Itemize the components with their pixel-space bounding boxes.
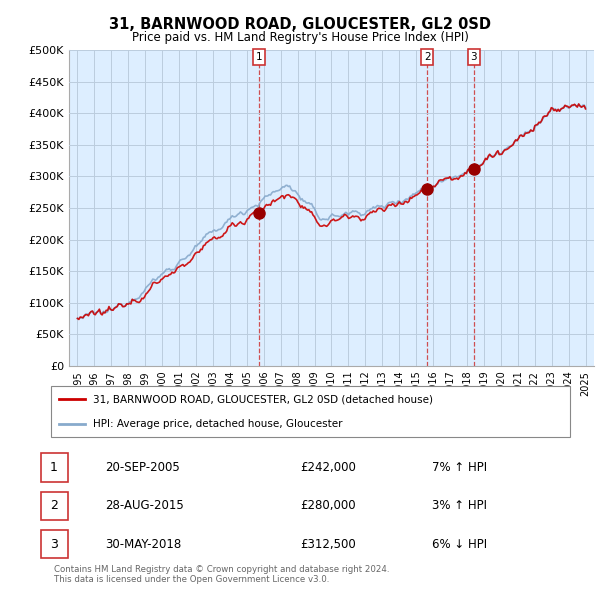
Text: HPI: Average price, detached house, Gloucester: HPI: Average price, detached house, Glou… [92, 419, 342, 429]
FancyBboxPatch shape [50, 386, 571, 437]
Text: This data is licensed under the Open Government Licence v3.0.: This data is licensed under the Open Gov… [54, 575, 329, 584]
Text: £312,500: £312,500 [300, 537, 356, 551]
Text: Price paid vs. HM Land Registry's House Price Index (HPI): Price paid vs. HM Land Registry's House … [131, 31, 469, 44]
Text: £242,000: £242,000 [300, 461, 356, 474]
Text: 31, BARNWOOD ROAD, GLOUCESTER, GL2 0SD (detached house): 31, BARNWOOD ROAD, GLOUCESTER, GL2 0SD (… [92, 394, 433, 404]
Text: 1: 1 [50, 461, 58, 474]
Text: 20-SEP-2005: 20-SEP-2005 [105, 461, 180, 474]
Text: 31, BARNWOOD ROAD, GLOUCESTER, GL2 0SD: 31, BARNWOOD ROAD, GLOUCESTER, GL2 0SD [109, 17, 491, 31]
Text: 6% ↓ HPI: 6% ↓ HPI [432, 537, 487, 551]
Text: 1: 1 [256, 52, 262, 62]
Text: Contains HM Land Registry data © Crown copyright and database right 2024.: Contains HM Land Registry data © Crown c… [54, 565, 389, 574]
Text: 3: 3 [470, 52, 477, 62]
Text: 2: 2 [424, 52, 430, 62]
Text: 7% ↑ HPI: 7% ↑ HPI [432, 461, 487, 474]
Text: 30-MAY-2018: 30-MAY-2018 [105, 537, 181, 551]
Text: 2: 2 [50, 499, 58, 513]
Text: £280,000: £280,000 [300, 499, 356, 513]
Text: 3: 3 [50, 537, 58, 551]
Text: 3% ↑ HPI: 3% ↑ HPI [432, 499, 487, 513]
Text: 28-AUG-2015: 28-AUG-2015 [105, 499, 184, 513]
